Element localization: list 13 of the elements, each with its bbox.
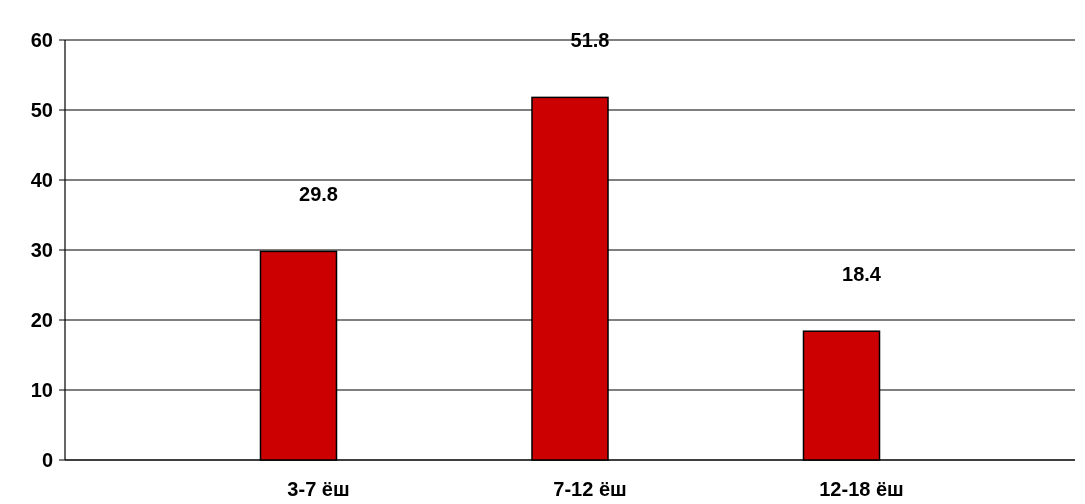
- data-label: 29.8: [299, 183, 338, 206]
- y-tick-label: 30: [30, 239, 53, 261]
- y-tick-label: 40: [30, 169, 53, 191]
- y-tick-label: 0: [41, 449, 53, 471]
- data-label: 18.4: [842, 263, 882, 286]
- x-tick-label: 12-18 ёш: [819, 478, 904, 500]
- y-tick-label: 10: [30, 379, 53, 401]
- y-tick-label: 60: [30, 29, 53, 51]
- data-label: 51.8: [570, 29, 610, 52]
- y-tick-label: 20: [30, 309, 53, 331]
- x-tick-label: 3-7 ёш: [287, 478, 350, 500]
- x-tick-label: 7-12 ёш: [553, 478, 627, 500]
- y-tick-label: 50: [30, 99, 53, 121]
